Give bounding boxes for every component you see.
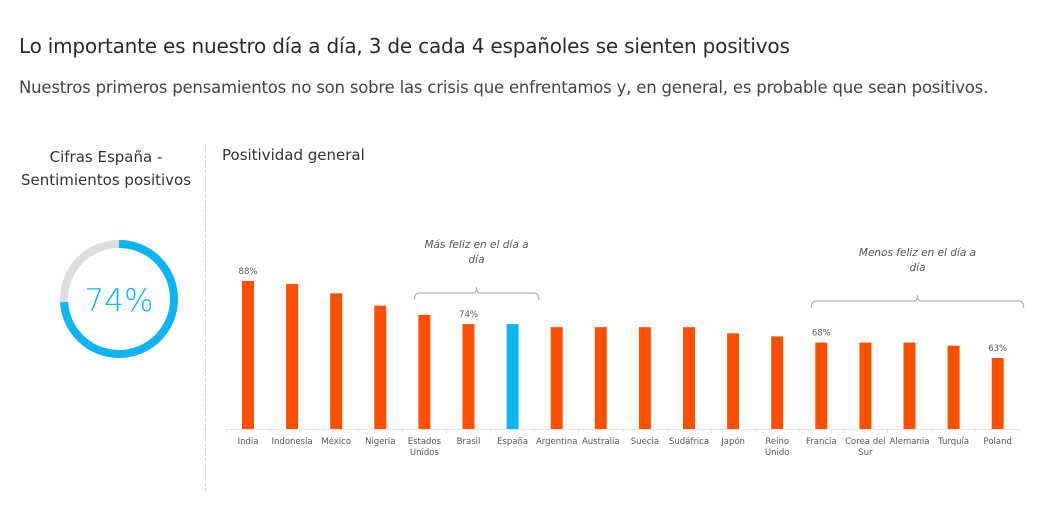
spain-figures-title: Cifras España - Sentimientos positivos xyxy=(20,148,192,189)
x-tick-label: Alemania xyxy=(890,437,930,447)
chart-title: Positividad general xyxy=(222,146,365,164)
x-tick-label: Nigeria xyxy=(365,437,395,447)
page-subtitle: Nuestros primeros pensamientos no son so… xyxy=(19,78,989,97)
bar-reino-unido xyxy=(771,336,784,429)
bar-australia xyxy=(594,327,607,429)
section-divider xyxy=(205,145,206,491)
x-tick-label: Indonesia xyxy=(272,437,313,447)
x-tick-label: Turquía xyxy=(937,437,969,447)
donut-value-label: 74% xyxy=(85,283,154,319)
x-tick-label: India xyxy=(238,437,259,447)
x-tick-label: Estados Unidos xyxy=(408,437,442,458)
positivity-donut: 74% xyxy=(60,240,178,358)
x-tick-label: Australia xyxy=(582,437,620,447)
bar-suecia xyxy=(638,327,651,429)
data-label: 63% xyxy=(988,344,1007,354)
bar-méxico xyxy=(330,293,343,429)
bar-brasil xyxy=(462,324,475,429)
x-tick-label: Poland xyxy=(984,437,1012,447)
bar-india xyxy=(242,280,254,429)
bar-turquía xyxy=(947,345,960,429)
bar-japón xyxy=(727,333,740,429)
x-tick-label: Brasil xyxy=(457,437,481,447)
page-title: Lo importante es nuestro día a día, 3 de… xyxy=(19,34,790,58)
bar-nigeria xyxy=(374,305,387,429)
x-tick-label: España xyxy=(497,437,528,447)
x-tick-label: Suecia xyxy=(631,437,659,447)
x-tick-label: Japón xyxy=(720,436,745,447)
annotation-label: Menos feliz en el día a día xyxy=(858,247,977,274)
x-tick-label: Reino Unido xyxy=(765,437,790,458)
x-tick-label: Francia xyxy=(806,437,837,447)
annotation-label: Más feliz en el día a día xyxy=(424,239,529,266)
bar-indonesia xyxy=(286,284,299,429)
bar-argentina xyxy=(550,327,563,429)
annotation-bracket xyxy=(413,286,540,301)
data-label: 68% xyxy=(812,329,831,339)
x-tick-label: Argentina xyxy=(536,437,577,447)
bar-españa xyxy=(506,324,519,429)
bar-poland xyxy=(991,357,1004,429)
bar-estados-unidos xyxy=(418,314,431,429)
x-tick-label: Corea del Sur xyxy=(845,437,886,458)
data-label: 74% xyxy=(459,310,478,320)
bar-francia xyxy=(815,342,828,429)
x-tick-label: México xyxy=(321,436,351,447)
bar-alemania xyxy=(903,342,916,429)
data-label: 88% xyxy=(239,267,258,277)
donut-fill xyxy=(60,240,178,358)
x-tick-label: Sudáfrica xyxy=(669,437,709,447)
annotation-bracket xyxy=(810,294,1025,309)
bar-sudáfrica xyxy=(683,327,695,429)
bar-corea-del-sur xyxy=(859,342,872,429)
